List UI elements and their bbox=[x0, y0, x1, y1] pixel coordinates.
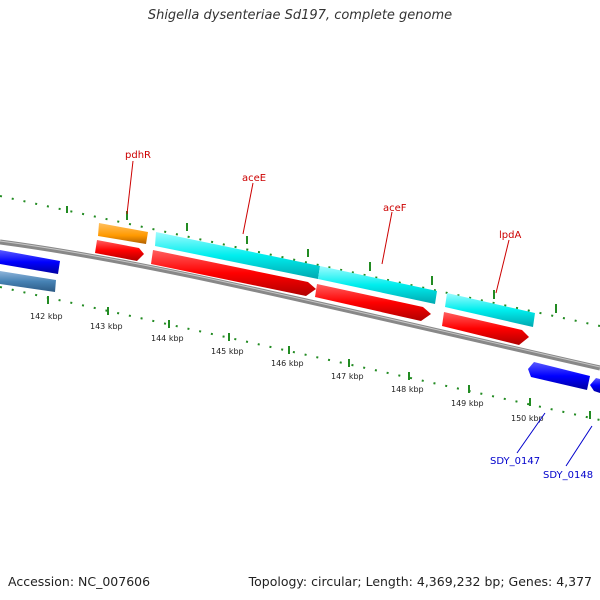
gene-feature-blue bbox=[0, 250, 60, 274]
aceE-cds-arrow bbox=[151, 250, 316, 296]
aceE-feature bbox=[151, 232, 320, 296]
lpdA-gene-bar bbox=[445, 293, 535, 327]
gene-label-lpdA: lpdA bbox=[499, 230, 521, 241]
lower-tick-track bbox=[0, 286, 600, 421]
left-features bbox=[0, 250, 60, 292]
scale-labels: 142 kbp 143 kbp 144 kbp 145 kbp 146 kbp … bbox=[30, 312, 544, 423]
genome-backbone bbox=[0, 239, 600, 371]
aceF-feature bbox=[315, 266, 437, 321]
scale-label: 149 kbp bbox=[451, 399, 484, 408]
scale-label: 142 kbp bbox=[30, 312, 63, 321]
label-leaders bbox=[126, 160, 593, 467]
SDY_0147-feature bbox=[528, 362, 590, 390]
gene-label-SDY_0148: SDY_0148 bbox=[543, 470, 593, 481]
scale-label: 147 kbp bbox=[331, 372, 364, 381]
upper-tick-track bbox=[0, 195, 600, 327]
genome-summary-text: Topology: circular; Length: 4,369,232 bp… bbox=[248, 574, 592, 589]
pdhR-gene-bar bbox=[98, 223, 148, 244]
lpdA-feature bbox=[442, 293, 535, 345]
scale-label: 144 kbp bbox=[151, 334, 184, 343]
SDY_0148-feature bbox=[590, 378, 600, 393]
gene-feature-steel bbox=[0, 271, 56, 292]
scale-label: 143 kbp bbox=[90, 322, 123, 331]
lpdA-cds-arrow bbox=[442, 312, 529, 345]
gene-label-SDY_0147: SDY_0147 bbox=[490, 456, 540, 467]
aceE-gene-bar bbox=[155, 232, 320, 279]
pdhR-feature bbox=[95, 223, 148, 261]
accession-text: Accession: NC_007606 bbox=[8, 574, 151, 589]
aceF-cds-arrow bbox=[315, 284, 431, 321]
gene-label-pdhR: pdhR bbox=[125, 150, 151, 161]
scale-label: 150 kbp bbox=[511, 414, 544, 423]
scale-label: 145 kbp bbox=[211, 347, 244, 356]
pdhR-cds-arrow bbox=[95, 240, 144, 261]
scale-label: 146 kbp bbox=[271, 359, 304, 368]
right-features bbox=[528, 362, 600, 393]
gene-label-aceE: aceE bbox=[242, 173, 266, 184]
gene-label-aceF: aceF bbox=[383, 203, 407, 214]
aceF-gene-bar bbox=[318, 266, 437, 304]
map-title: Shigella dysenteriae Sd197, complete gen… bbox=[147, 8, 453, 23]
gene-labels: pdhR aceE aceF lpdA SDY_0147 SDY_0148 bbox=[125, 150, 593, 481]
scale-label: 148 kbp bbox=[391, 385, 424, 394]
